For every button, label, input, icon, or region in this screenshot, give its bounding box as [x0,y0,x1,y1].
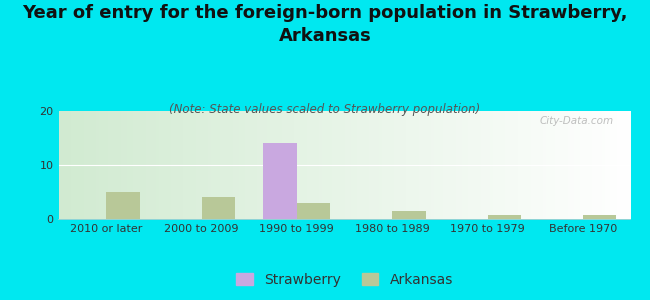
Bar [583,215,616,219]
Text: (Note: State values scaled to Strawberry population): (Note: State values scaled to Strawberry… [170,103,480,116]
Bar [263,143,297,219]
Bar [488,215,521,219]
Legend: Strawberry, Arkansas: Strawberry, Arkansas [231,267,458,292]
Text: Year of entry for the foreign-born population in Strawberry,
Arkansas: Year of entry for the foreign-born popul… [22,4,628,45]
Bar [297,203,330,219]
Bar [202,197,235,219]
Text: City-Data.com: City-Data.com [540,116,614,126]
Bar [106,192,140,219]
Bar [392,211,426,219]
